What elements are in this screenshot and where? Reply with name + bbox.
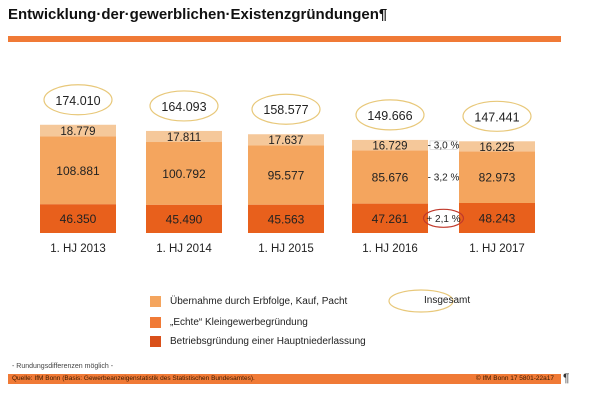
data-label: 85.676 bbox=[372, 170, 409, 184]
total-label: 158.577 bbox=[263, 103, 308, 117]
bar-segment bbox=[248, 204, 324, 233]
bar-segment bbox=[352, 150, 428, 204]
x-tick-label: 1. HJ 2015 bbox=[258, 243, 314, 255]
footer-copyright: © IfM Bonn 17 5801-22a17 bbox=[475, 375, 554, 382]
data-label: 17.811 bbox=[167, 132, 201, 144]
total-label: 147.441 bbox=[474, 110, 519, 124]
bar-segment bbox=[248, 134, 324, 146]
data-label: 16.729 bbox=[372, 141, 407, 153]
bar-segment bbox=[40, 204, 116, 233]
change-ellipse-hauptniederlassung bbox=[422, 208, 465, 228]
change-label-kleingewerbe: - 3,2 % bbox=[428, 172, 460, 183]
data-label: 82.973 bbox=[479, 171, 516, 185]
data-label: 108.881 bbox=[56, 164, 100, 178]
stacked-bar-chart: 46.350 108.881 18.779 174.010 1. HJ 2013 45.4… bbox=[40, 84, 535, 255]
change-box-kleingewerbe bbox=[430, 151, 457, 203]
data-label: 48.243 bbox=[479, 211, 516, 225]
data-label: 17.637 bbox=[268, 135, 303, 147]
bar-segment bbox=[146, 130, 222, 143]
bar-segment bbox=[40, 124, 116, 137]
bar-segment bbox=[459, 141, 535, 152]
x-tick-label: 1. HJ 2016 bbox=[362, 243, 418, 255]
total-ellipse bbox=[149, 90, 219, 122]
footer-bar bbox=[8, 374, 561, 384]
data-label: 95.577 bbox=[268, 168, 305, 182]
data-label: 18.779 bbox=[60, 126, 95, 138]
footer-pilcrow: ¶ bbox=[563, 371, 570, 385]
footnote: - Rundungsdifferenzen möglich - bbox=[12, 363, 114, 370]
data-label: 45.490 bbox=[166, 212, 203, 226]
bar-segment bbox=[459, 202, 535, 233]
data-label: 45.563 bbox=[268, 212, 305, 226]
data-label: 47.261 bbox=[372, 212, 409, 226]
change-box-uebernahme bbox=[429, 140, 458, 150]
bar-segment bbox=[352, 203, 428, 233]
x-tick-label: 1. HJ 2017 bbox=[469, 243, 525, 255]
bar-segment bbox=[248, 145, 324, 205]
total-ellipse bbox=[251, 93, 321, 125]
bar-segment bbox=[459, 151, 535, 203]
footer-source: Quelle: IfM Bonn (Basis: Gewerbeanzeigen… bbox=[12, 375, 255, 382]
total-label: 174.010 bbox=[55, 94, 100, 108]
total-ellipse bbox=[355, 99, 425, 131]
page-title: Entwicklung·der·gewerblichen·Existenzgrü… bbox=[8, 6, 388, 23]
x-tick-label: 1. HJ 2014 bbox=[156, 243, 212, 255]
bar-segment bbox=[146, 204, 222, 233]
change-label-hauptniederlassung: + 2,1 % bbox=[426, 214, 460, 225]
data-label: 46.350 bbox=[60, 212, 97, 226]
total-ellipse bbox=[462, 100, 532, 132]
bar-segment bbox=[146, 142, 222, 205]
bar-segment bbox=[40, 136, 116, 205]
data-label: 100.792 bbox=[162, 167, 206, 181]
title-rule bbox=[8, 36, 561, 42]
total-ellipse bbox=[43, 84, 113, 116]
data-label: 16.225 bbox=[479, 142, 514, 154]
total-label: 164.093 bbox=[161, 100, 206, 114]
change-label-uebernahme: - 3,0 % bbox=[428, 141, 460, 152]
x-tick-label: 1. HJ 2013 bbox=[50, 243, 106, 255]
bar-segment bbox=[352, 139, 428, 151]
total-label: 149.666 bbox=[367, 109, 412, 123]
